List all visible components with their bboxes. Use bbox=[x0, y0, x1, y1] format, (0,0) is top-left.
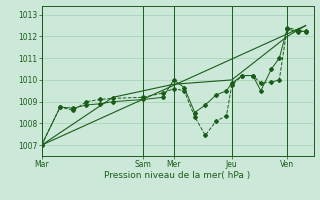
X-axis label: Pression niveau de la mer( hPa ): Pression niveau de la mer( hPa ) bbox=[104, 171, 251, 180]
